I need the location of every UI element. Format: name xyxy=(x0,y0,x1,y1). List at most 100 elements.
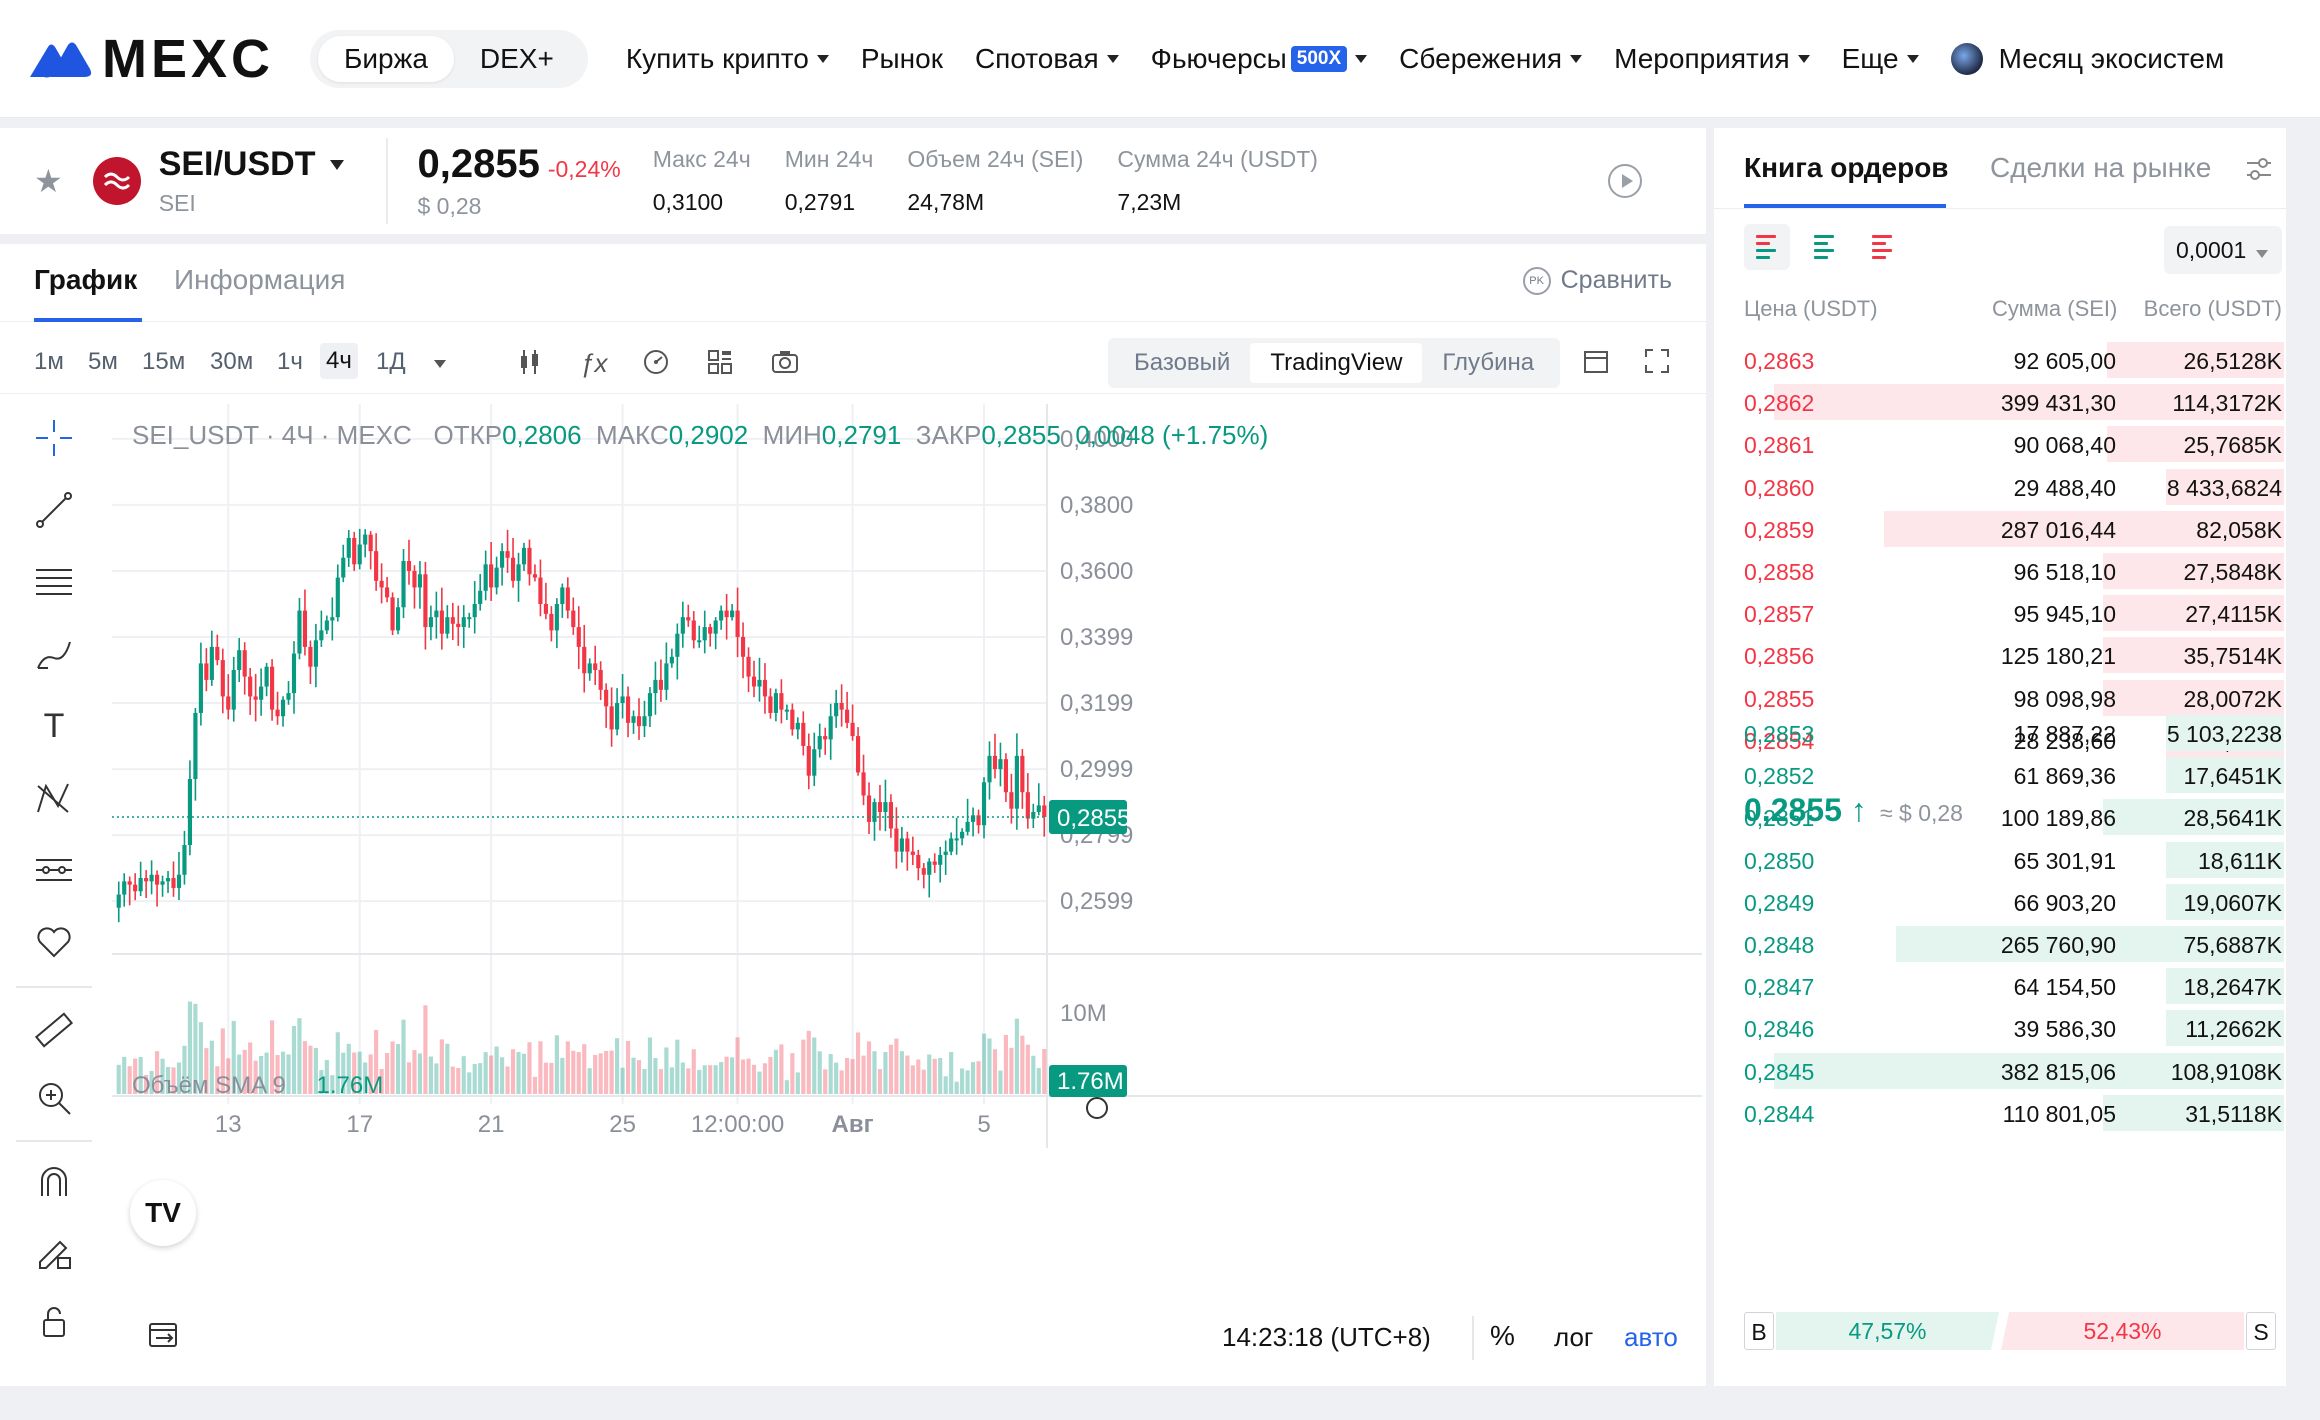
sell-ratio-bar: 52,43% xyxy=(2001,1312,2244,1350)
crosshair-icon[interactable] xyxy=(32,416,76,460)
ask-row[interactable]: 0,2856 125 180,21 35,7514K xyxy=(1714,635,2286,675)
text-tool-icon[interactable]: T xyxy=(43,706,65,745)
settings-gear-icon[interactable] xyxy=(1086,1097,1108,1119)
candle-body xyxy=(1009,792,1014,809)
timeframe-4h[interactable]: 4ч xyxy=(320,343,358,379)
nav-savings[interactable]: Сбережения xyxy=(1399,43,1583,75)
view-depth[interactable]: Глубина xyxy=(1442,349,1535,376)
candle-body xyxy=(899,838,904,852)
ask-amount: 95 945,10 xyxy=(2013,601,2116,628)
magnet-icon[interactable] xyxy=(32,1160,76,1204)
fib-lines-icon[interactable] xyxy=(32,560,76,604)
timeframe-1m[interactable]: 1м xyxy=(34,348,64,375)
nav-market[interactable]: Рынок xyxy=(861,43,943,75)
mid-price[interactable]: 0,2855 ↑ xyxy=(1744,792,1867,829)
mexc-logo[interactable]: MEXC xyxy=(28,28,274,90)
auto-scale-button[interactable]: авто xyxy=(1624,1322,1678,1352)
bid-row[interactable]: 0,2849 66 903,20 19,0607K xyxy=(1714,882,2286,922)
chart-toolbar: 1м 5м 15м 30м 1ч 4ч 1Д ƒx Базовый Tradin… xyxy=(0,330,1706,394)
bid-row[interactable]: 0,2847 64 154,50 18,2647K xyxy=(1714,966,2286,1006)
ask-row[interactable]: 0,2861 90 068,40 25,7685K xyxy=(1714,424,2286,464)
lock-icon[interactable] xyxy=(32,1300,76,1344)
bid-amount: 65 301,91 xyxy=(2013,847,2116,874)
percent-scale-button[interactable]: % xyxy=(1490,1320,1515,1351)
tradingview-logo-icon[interactable]: TV xyxy=(130,1180,196,1246)
segment-dex[interactable]: DEX+ xyxy=(479,42,554,74)
ask-row[interactable]: 0,2859 287 016,44 82,058K xyxy=(1714,509,2286,549)
candle-body xyxy=(773,693,778,713)
volume-bar xyxy=(483,1052,488,1094)
chevron-down-icon[interactable] xyxy=(434,360,446,368)
tab-chart[interactable]: График xyxy=(34,264,138,295)
nav-buy-crypto[interactable]: Купить крипто xyxy=(626,43,829,75)
bid-row[interactable]: 0,2853 17 887,22 5 103,2238 xyxy=(1714,713,2286,753)
nav-more[interactable]: Еще xyxy=(1842,43,1919,75)
book-mode-both-icon[interactable] xyxy=(1744,224,1790,270)
nav-spot[interactable]: Спотовая xyxy=(975,43,1119,75)
play-icon[interactable] xyxy=(1608,164,1642,198)
ask-row[interactable]: 0,2860 29 488,40 8 433,6824 xyxy=(1714,467,2286,507)
bid-row[interactable]: 0,2848 265 760,90 75,6887K xyxy=(1714,924,2286,964)
ask-price: 0,2862 xyxy=(1744,390,1815,417)
chevron-down-icon xyxy=(329,159,344,170)
bid-row[interactable]: 0,2845 382 815,06 108,9108K xyxy=(1714,1051,2286,1091)
book-mode-bids-icon[interactable] xyxy=(1802,224,1848,270)
precision-select[interactable]: 0,0001 xyxy=(2164,226,2282,274)
lock-pencil-icon[interactable] xyxy=(32,1230,76,1274)
nav-events[interactable]: Мероприятия xyxy=(1614,43,1810,75)
ask-row[interactable]: 0,2855 98 098,98 28,0072K xyxy=(1714,678,2286,718)
bid-row[interactable]: 0,2850 65 301,91 18,611K xyxy=(1714,840,2286,880)
zoom-in-icon[interactable] xyxy=(32,1076,76,1120)
nav-futures[interactable]: Фьючерсы 500X xyxy=(1151,43,1368,75)
candles-icon[interactable] xyxy=(518,348,542,383)
candle-body xyxy=(790,709,795,730)
tab-order-book[interactable]: Книга ордеров xyxy=(1744,152,1949,183)
pair-selector[interactable]: SEI/USDT SEI xyxy=(159,145,344,217)
fullscreen-icon[interactable] xyxy=(1644,348,1670,381)
brush-icon[interactable] xyxy=(32,632,76,676)
camera-icon[interactable] xyxy=(770,348,800,383)
time-tick-label: 13 xyxy=(215,1111,242,1138)
settings-sliders-icon[interactable] xyxy=(2244,154,2274,189)
bid-row[interactable]: 0,2852 61 869,36 17,6451K xyxy=(1714,755,2286,795)
compare-button[interactable]: PK Сравнить xyxy=(1522,266,1672,295)
book-mode-asks-icon[interactable] xyxy=(1860,224,1906,270)
candle-body xyxy=(237,650,242,671)
timeframe-5m[interactable]: 5м xyxy=(88,348,118,375)
price-chart[interactable]: 0,4000 0,3800 0,3600 0,3399 0,3199 0,2999 0,27… xyxy=(112,404,1702,1304)
nav-ecosystem-month[interactable]: Месяц экосистем xyxy=(1950,42,2224,75)
favorite-star-icon[interactable]: ★ xyxy=(34,163,63,199)
bid-row[interactable]: 0,2846 39 586,30 11,2662K xyxy=(1714,1008,2286,1048)
timeframe-30m[interactable]: 30м xyxy=(210,348,254,375)
price-tick-label: 0,2599 xyxy=(1060,888,1133,915)
forecast-icon[interactable] xyxy=(32,848,76,892)
chart-legend: SEI_USDT · 4Ч · MEXC ОТКР0,2806 МАКС0,29… xyxy=(132,420,1268,451)
ruler-icon[interactable] xyxy=(32,1008,76,1052)
timeframe-1d[interactable]: 1Д xyxy=(376,348,406,375)
layout-icon[interactable] xyxy=(706,348,734,383)
ask-row[interactable]: 0,2857 95 945,10 27,4115K xyxy=(1714,593,2286,633)
tab-info[interactable]: Информация xyxy=(174,264,346,295)
bid-row[interactable]: 0,2851 100 189,86 28,5641K xyxy=(1714,797,2286,837)
date-range-icon[interactable] xyxy=(146,1318,182,1357)
ask-row[interactable]: 0,2863 92 605,00 26,5128K xyxy=(1714,340,2286,380)
timeframe-15m[interactable]: 15м xyxy=(142,348,186,375)
pattern-icon[interactable] xyxy=(32,776,76,820)
volume-bar xyxy=(642,1069,647,1094)
ask-row[interactable]: 0,2858 96 518,10 27,5848K xyxy=(1714,551,2286,591)
window-icon[interactable] xyxy=(1582,348,1610,383)
view-tradingview[interactable]: TradingView xyxy=(1250,343,1423,383)
trend-line-icon[interactable] xyxy=(32,488,76,532)
ask-row[interactable]: 0,2862 399 431,30 114,3172K xyxy=(1714,382,2286,422)
indicators-icon[interactable]: ƒx xyxy=(580,348,608,378)
tab-market-trades[interactable]: Сделки на рынке xyxy=(1990,152,2212,183)
gauge-icon[interactable] xyxy=(642,348,670,383)
view-basic[interactable]: Базовый xyxy=(1134,349,1231,376)
legend-label: ЗАКР xyxy=(915,420,982,450)
log-scale-button[interactable]: лог xyxy=(1554,1322,1594,1352)
timeframe-1h[interactable]: 1ч xyxy=(277,348,303,375)
bid-row[interactable]: 0,2844 110 801,05 31,5118K xyxy=(1714,1093,2286,1133)
segment-exchange[interactable]: Биржа xyxy=(318,35,454,82)
stat-label: Мин 24ч xyxy=(784,146,874,172)
favorites-heart-icon[interactable] xyxy=(32,920,76,964)
